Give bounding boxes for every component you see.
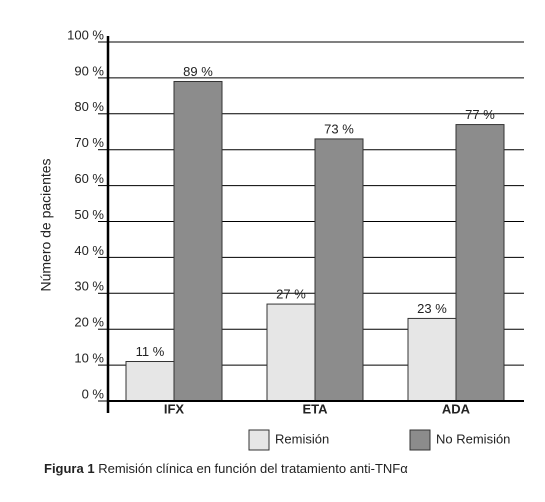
bar [266,303,316,402]
value-label: 77 % [465,107,495,122]
y-tick-label: 80 % [74,99,104,114]
value-label: 11 % [136,344,165,359]
y-axis-label: Número de pacientes [38,158,54,291]
y-tick-label: 50 % [74,207,104,222]
bar [407,317,457,402]
y-tick-label: 70 % [74,135,104,150]
bar [173,80,223,402]
y-tick-label: 90 % [74,63,104,78]
legend-swatch [409,429,431,451]
bar [455,124,505,402]
x-tick-label: ADA [442,401,471,416]
y-tick-label: 40 % [74,243,104,258]
y-tick-label: 20 % [74,315,104,330]
caption: Figura 1 Remisión clínica en función del… [44,461,408,476]
legend-swatch [248,429,270,451]
legend-label: No Remisión [436,431,510,446]
value-label: 89 % [183,64,213,79]
x-tick-label: IFX [164,401,185,416]
bar [314,138,364,402]
y-tick-label: 60 % [74,171,104,186]
caption-text: Remisión clínica en función del tratamie… [98,461,408,476]
y-tick-label: 100 % [67,27,104,42]
y-tick-label: 30 % [74,279,104,294]
y-tick-label: 0 % [82,386,105,401]
x-tick-label: ETA [302,401,328,416]
value-label: 27 % [276,287,306,302]
y-tick-label: 10 % [74,351,104,366]
value-label: 23 % [417,301,447,316]
value-label: 73 % [324,121,354,136]
legend-label: Remisión [275,431,329,446]
caption-label: Figura 1 [44,461,95,476]
bar [125,361,175,402]
